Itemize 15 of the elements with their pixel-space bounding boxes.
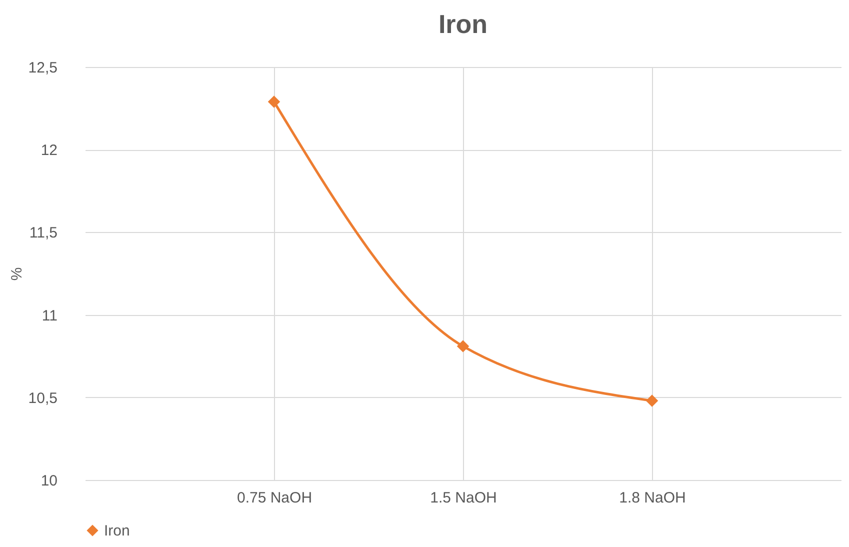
y-axis-title: % bbox=[8, 267, 26, 281]
y-tick-label: 11,5 bbox=[29, 224, 58, 242]
x-tick-label: 0.75 NaOH bbox=[236, 490, 312, 506]
x-tick-label: 1.5 NaOH bbox=[430, 490, 497, 506]
y-tick-label: 11 bbox=[42, 307, 58, 324]
x-tick-label: 1.8 NaOH bbox=[619, 490, 686, 506]
point bbox=[456, 340, 470, 352]
y-tick-label: 10,5 bbox=[28, 390, 58, 407]
y-tick-label: 10 bbox=[40, 472, 58, 490]
legend-label: Iron bbox=[104, 522, 130, 540]
y-tick-label: 12,5 bbox=[28, 60, 58, 76]
chart-title: Iron bbox=[438, 9, 488, 39]
point bbox=[268, 96, 280, 108]
point bbox=[646, 394, 658, 407]
y-tick-label: 12 bbox=[40, 142, 58, 160]
